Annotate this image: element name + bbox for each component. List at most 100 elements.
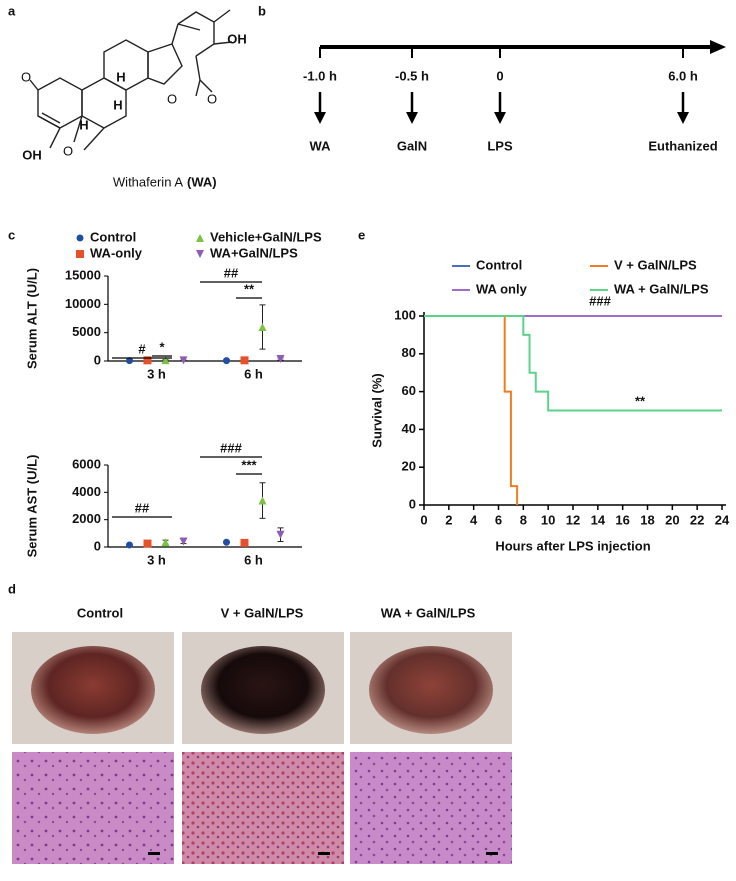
y-tick-label: 15000 bbox=[65, 267, 101, 282]
x-tick-label: 3 h bbox=[147, 552, 166, 567]
x-tick-label: 6 h bbox=[244, 552, 263, 567]
scale-bar bbox=[318, 852, 330, 855]
y-tick-label: 5000 bbox=[72, 324, 101, 339]
photo-header: V + GalN/LPS bbox=[221, 605, 304, 620]
timeline-event: Euthanized bbox=[648, 138, 717, 153]
mean-marker bbox=[126, 541, 133, 549]
panel-label: e bbox=[358, 227, 365, 242]
structure-caption-bold: (WA) bbox=[187, 174, 217, 189]
y-tick-label: 0 bbox=[409, 496, 416, 511]
y-tick-label: 60 bbox=[402, 383, 416, 398]
photo-header: WA + GalN/LPS bbox=[381, 605, 476, 620]
histology-photo bbox=[182, 752, 344, 864]
timeline-event: GalN bbox=[397, 138, 427, 153]
mean-marker bbox=[223, 357, 230, 365]
legend-marker bbox=[196, 250, 204, 258]
panel-label: d bbox=[8, 581, 16, 596]
x-tick-label: 0 bbox=[420, 512, 427, 527]
x-tick-label: 2 bbox=[445, 512, 452, 527]
x-tick-label: 3 h bbox=[147, 366, 166, 381]
y-tick-label: 40 bbox=[402, 421, 416, 436]
x-tick-label: 18 bbox=[640, 512, 654, 527]
significance-label: ** bbox=[635, 393, 646, 408]
atom-label: OH bbox=[22, 147, 42, 162]
timeline-event: LPS bbox=[487, 138, 513, 153]
x-tick-label: 6 bbox=[495, 512, 502, 527]
timeline-arrowhead bbox=[406, 112, 418, 124]
panel-label: c bbox=[8, 227, 15, 242]
timeline-arrowhead bbox=[494, 112, 506, 124]
x-tick-label: 4 bbox=[470, 512, 478, 527]
significance-label: ** bbox=[244, 281, 255, 296]
significance-label: *** bbox=[241, 457, 257, 472]
panel-label: b bbox=[258, 3, 266, 18]
x-tick-label: 14 bbox=[591, 512, 606, 527]
atom-label: OH bbox=[227, 31, 247, 46]
atom-label: O bbox=[207, 91, 217, 106]
y-axis-label: Serum AST (U/L) bbox=[24, 455, 39, 558]
significance-label: ### bbox=[589, 293, 611, 308]
scale-bar bbox=[486, 852, 498, 855]
y-tick-label: 20 bbox=[402, 459, 416, 474]
y-tick-label: 4000 bbox=[72, 484, 101, 499]
y-tick-label: 2000 bbox=[72, 511, 101, 526]
legend-marker bbox=[76, 234, 84, 242]
x-tick-label: 24 bbox=[715, 512, 730, 527]
timeline-time: -0.5 h bbox=[395, 68, 429, 83]
mean-marker bbox=[258, 323, 267, 331]
legend-label: Control bbox=[90, 229, 136, 244]
y-axis-label: Survival (%) bbox=[369, 373, 384, 447]
y-axis-label: Serum ALT (U/L) bbox=[24, 268, 39, 369]
structure-caption: Withaferin A bbox=[113, 174, 183, 189]
x-tick-label: 22 bbox=[690, 512, 704, 527]
legend-label: WA + GalN/LPS bbox=[614, 281, 709, 296]
x-tick-label: 16 bbox=[615, 512, 629, 527]
timeline-time: 0 bbox=[496, 68, 503, 83]
significance-label: # bbox=[138, 341, 146, 356]
molecule-skeleton bbox=[29, 9, 233, 151]
significance-label: ### bbox=[220, 440, 242, 455]
timeline-arrowhead bbox=[314, 112, 326, 124]
mean-marker bbox=[240, 538, 249, 547]
mean-marker bbox=[161, 538, 170, 547]
significance-label: ## bbox=[224, 265, 239, 280]
photo-header: Control bbox=[77, 605, 123, 620]
atom-label: H bbox=[79, 117, 88, 132]
legend-label: Vehicle+GalN/LPS bbox=[210, 229, 322, 244]
legend-marker bbox=[76, 250, 84, 258]
mean-marker bbox=[126, 357, 133, 365]
legend-marker bbox=[196, 234, 204, 242]
timeline-time: 6.0 h bbox=[668, 68, 698, 83]
legend-label: Control bbox=[476, 257, 522, 272]
liver bbox=[201, 646, 325, 734]
scale-bar bbox=[148, 852, 160, 855]
mean-marker bbox=[179, 537, 188, 546]
timeline-arrowhead bbox=[710, 40, 726, 54]
legend-label: WA-only bbox=[90, 245, 143, 260]
significance-label: ## bbox=[135, 500, 150, 515]
atom-label: O bbox=[21, 69, 31, 84]
mean-marker bbox=[223, 538, 230, 546]
mean-marker bbox=[161, 356, 170, 365]
histology-photo bbox=[12, 752, 174, 864]
atom-label: O bbox=[167, 91, 177, 106]
mean-marker bbox=[276, 355, 285, 364]
x-tick-label: 20 bbox=[665, 512, 679, 527]
y-tick-label: 80 bbox=[402, 345, 416, 360]
histology-photo bbox=[350, 752, 512, 864]
legend-label: V + GalN/LPS bbox=[614, 257, 697, 272]
x-tick-label: 12 bbox=[566, 512, 580, 527]
y-tick-label: 6000 bbox=[72, 456, 101, 471]
y-tick-label: 10000 bbox=[65, 296, 101, 311]
survival-curve bbox=[424, 315, 519, 505]
survival-curve bbox=[424, 315, 722, 412]
atom-label: O bbox=[63, 143, 73, 158]
y-tick-label: 100 bbox=[394, 307, 416, 322]
x-axis-label: Hours after LPS injection bbox=[495, 538, 650, 553]
x-tick-label: 10 bbox=[541, 512, 555, 527]
timeline-arrowhead bbox=[677, 112, 689, 124]
legend-label: WA+GalN/LPS bbox=[210, 245, 298, 260]
mean-marker bbox=[240, 356, 249, 365]
legend-label: WA only bbox=[476, 281, 528, 296]
panel-label: a bbox=[8, 3, 16, 18]
